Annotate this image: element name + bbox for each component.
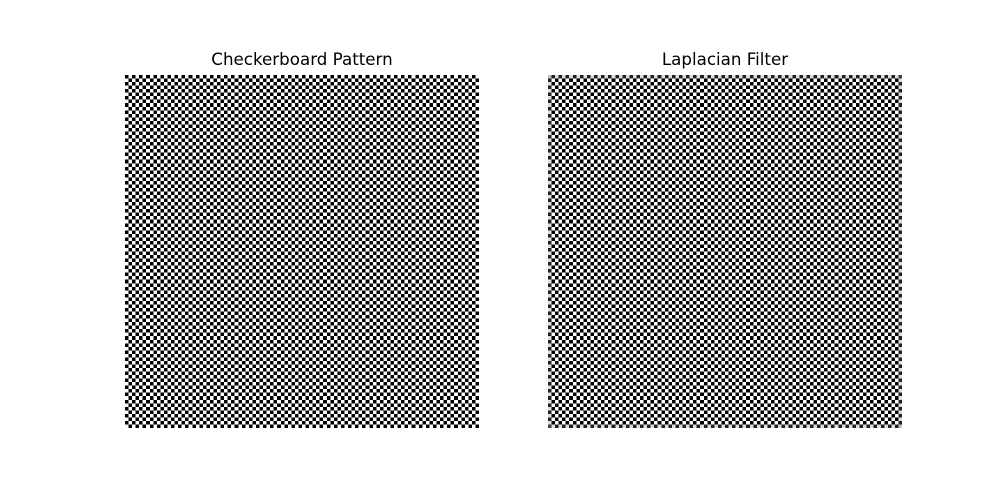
laplacian-image (548, 75, 902, 428)
right-panel-title: Laplacian Filter (661, 49, 789, 69)
checkerboard-image (125, 75, 479, 428)
left-panel-title: Checkerboard Pattern (211, 49, 393, 69)
